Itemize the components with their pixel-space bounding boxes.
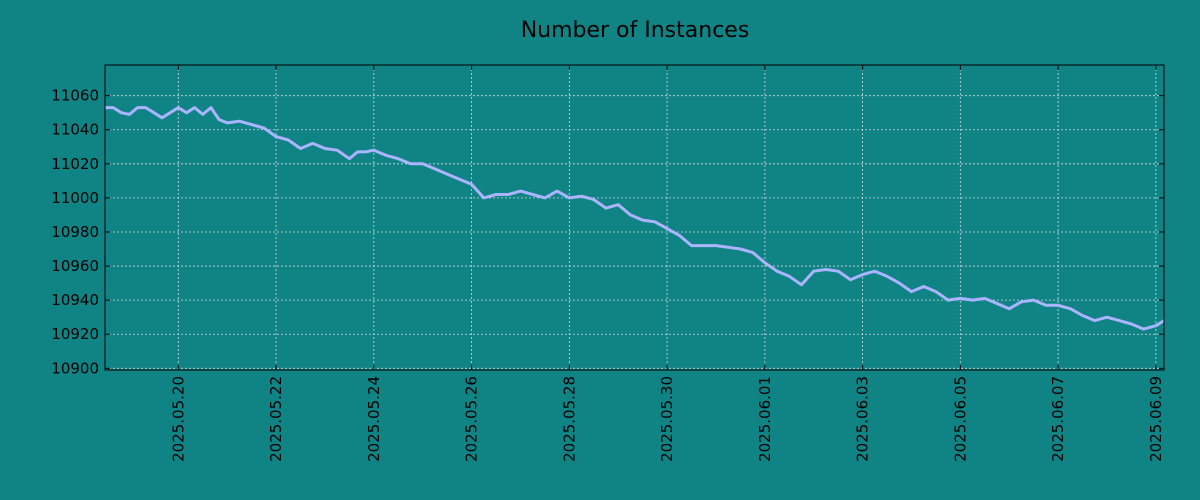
x-tick-label: 2025.06.01: [756, 376, 774, 462]
x-tick-label: 2025.06.05: [951, 376, 969, 462]
y-tick-label: 10980: [51, 223, 99, 241]
y-tick-label: 10940: [51, 291, 99, 309]
x-tick-label: 2025.05.28: [560, 376, 578, 462]
y-tick-label: 10920: [51, 325, 99, 343]
y-tick-label: 11040: [51, 121, 99, 139]
grid: [105, 65, 1164, 370]
x-tick-label: 2025.05.22: [267, 376, 285, 462]
x-tick-label: 2025.06.09: [1147, 376, 1165, 462]
y-tick-label: 11020: [51, 155, 99, 173]
y-tick-label: 11060: [51, 87, 99, 105]
x-tick-label: 2025.05.30: [658, 376, 676, 462]
y-tick-label: 11000: [51, 189, 99, 207]
x-tick-label: 2025.05.24: [365, 376, 383, 462]
plot-frame: [104, 64, 1165, 371]
series-line: [105, 106, 1165, 331]
x-tick-label: 2025.06.03: [854, 376, 872, 462]
x-tick-label: 2025.05.20: [169, 376, 187, 462]
y-tick-label: 10900: [51, 359, 99, 377]
x-tick-label: 2025.05.26: [463, 376, 481, 462]
chart-title: Number of Instances: [521, 18, 750, 43]
x-axis: 2025.05.20 2025.05.22 2025.05.24 2025.05.26…: [169, 65, 1165, 462]
y-axis: 10900 10920 10940 10960 10980 11000 11020 11040…: [51, 87, 1164, 377]
x-tick-label: 2025.06.07: [1049, 376, 1067, 462]
y-tick-label: 10960: [51, 257, 99, 275]
